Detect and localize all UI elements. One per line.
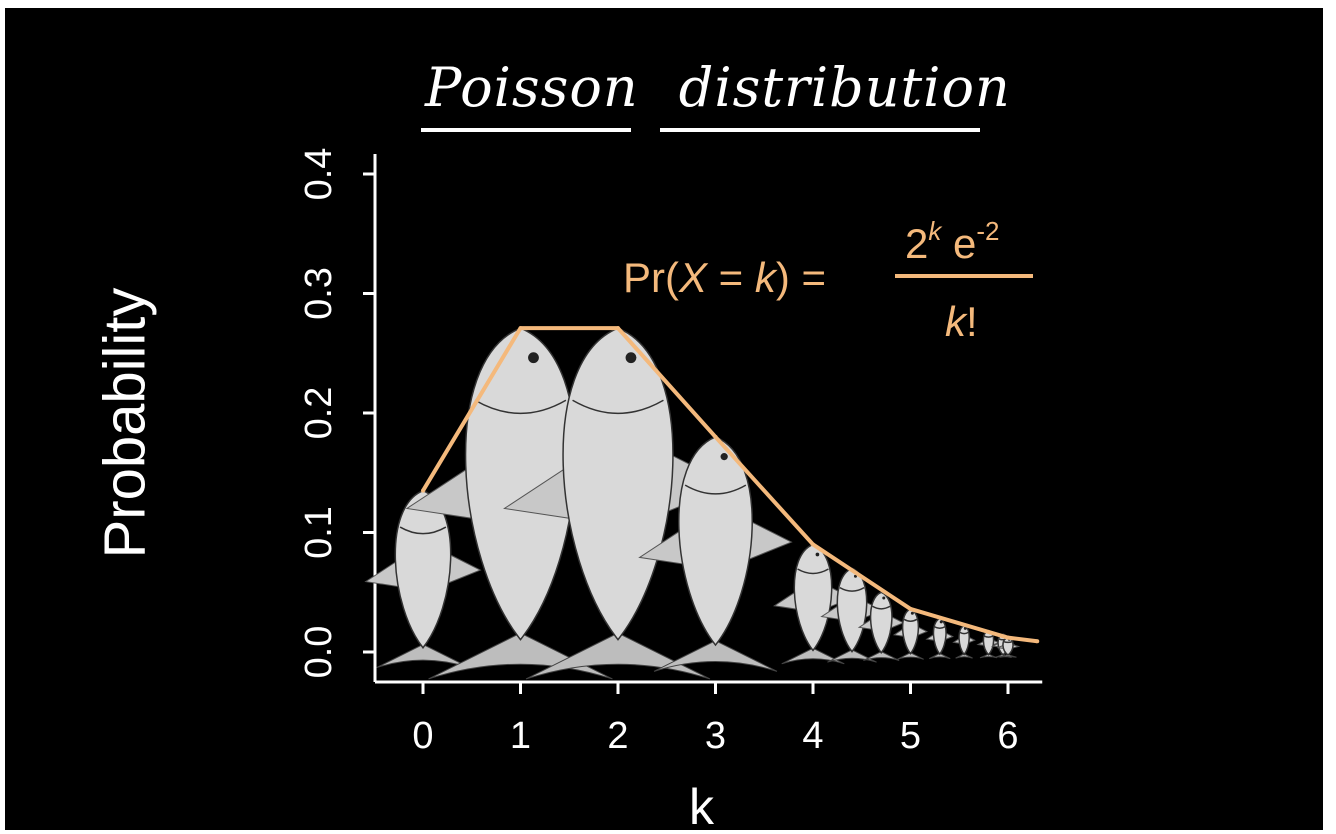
fish-illustration [772,543,853,665]
x-axis-label: k [689,779,714,830]
probability-point [908,606,913,611]
y-tick-label: 0.4 [298,148,340,201]
y-tick-label: 0.2 [298,387,340,440]
x-tick-label: 0 [412,715,433,757]
x-tick-label: 4 [802,715,823,757]
fish-illustration [925,617,954,660]
y-tick-label: 0.1 [298,506,340,559]
x-tick-label: 3 [705,715,726,757]
x-tick-label: 6 [997,715,1018,757]
y-tick-label: 0.0 [298,626,340,679]
fish-illustration [638,436,793,672]
fish-illustration [857,591,905,661]
probability-point [421,488,425,493]
fish-illustration [976,629,1001,659]
probability-point [616,326,620,331]
fish-illustration [952,624,976,659]
probability-line [421,326,1038,644]
probability-point [713,434,718,439]
poisson-formula: Pr(X = k) = 2k e-2 k! [623,216,1043,350]
fish-illustration [364,489,482,669]
x-tick-label: 1 [510,715,531,757]
probability-point [1035,639,1040,644]
formula-denominator: k! [945,298,978,345]
fish-illustration [892,608,929,660]
chart-plot: 0.0 0.1 0.2 0.3 0.4 0 1 2 3 4 5 6 [298,148,1043,757]
chart-title: Poisson distribution [425,56,1011,119]
formula-lhs: Pr(X = k) = [623,254,827,301]
formula-numerator: 2k e-2 [905,216,1000,267]
formula-fraction-bar [895,274,1033,278]
y-tick-label: 0.3 [298,267,340,320]
probability-point [518,326,523,331]
title-underline-left [421,128,631,132]
probability-point [1006,635,1010,640]
probability-point [811,542,815,547]
x-tick-label: 2 [607,715,628,757]
x-tick-label: 5 [900,715,921,757]
title-underline-right [660,128,980,132]
chart-frame: Poisson distribution Probability k 0.0 0.… [5,8,1323,830]
